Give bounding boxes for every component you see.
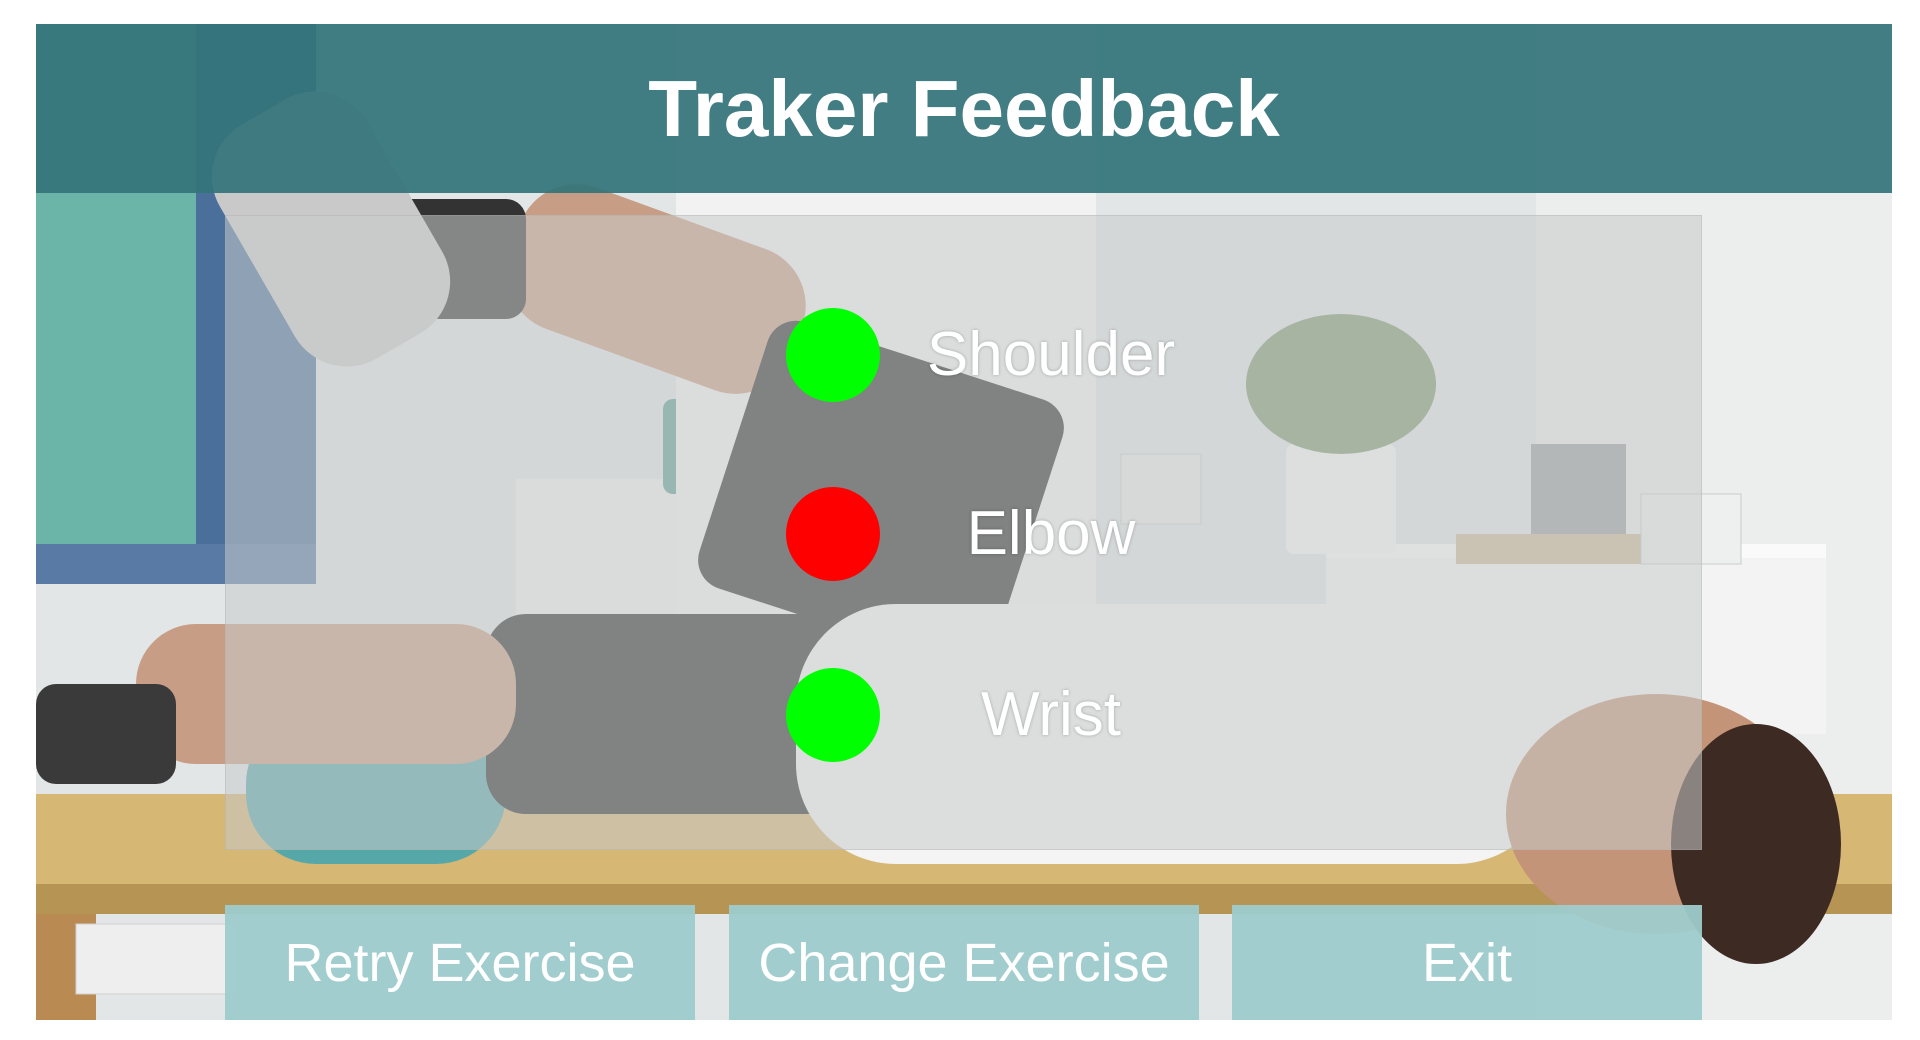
wrist-status-indicator	[786, 668, 880, 762]
app-window: Traker Feedback Shoulder Elbow Wrist Ret…	[36, 24, 1892, 1020]
joint-row-wrist: Wrist	[226, 668, 1701, 764]
change-exercise-button[interactable]: Change Exercise	[729, 905, 1199, 1020]
page-title: Traker Feedback	[648, 63, 1280, 153]
exit-button[interactable]: Exit	[1232, 905, 1702, 1020]
retry-exercise-button[interactable]: Retry Exercise	[225, 905, 695, 1020]
shoulder-status-indicator	[786, 308, 880, 402]
header-bar: Traker Feedback	[36, 24, 1892, 193]
feedback-panel: Shoulder Elbow Wrist	[225, 215, 1702, 850]
joint-row-elbow: Elbow	[226, 487, 1701, 583]
elbow-label: Elbow	[966, 499, 1136, 568]
elbow-status-indicator	[786, 487, 880, 581]
shoulder-label: Shoulder	[926, 320, 1176, 389]
joint-row-shoulder: Shoulder	[226, 308, 1701, 404]
wrist-label: Wrist	[980, 680, 1122, 749]
